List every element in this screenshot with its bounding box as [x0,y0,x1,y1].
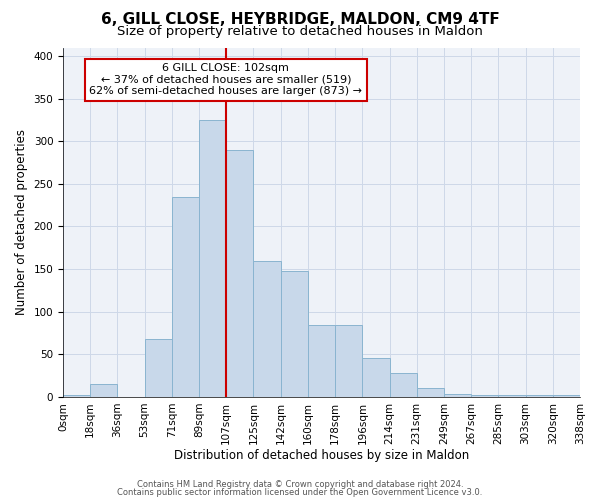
Bar [281,271,308,397]
Bar [389,373,417,397]
Y-axis label: Number of detached properties: Number of detached properties [15,129,28,315]
Bar [253,260,281,397]
Bar [145,339,172,397]
Bar [335,324,362,397]
X-axis label: Distribution of detached houses by size in Maldon: Distribution of detached houses by size … [174,450,469,462]
Text: 6, GILL CLOSE, HEYBRIDGE, MALDON, CM9 4TF: 6, GILL CLOSE, HEYBRIDGE, MALDON, CM9 4T… [101,12,499,28]
Bar [226,150,253,397]
Bar [444,394,471,397]
Bar [499,396,526,397]
Bar [90,384,118,397]
Text: Contains public sector information licensed under the Open Government Licence v3: Contains public sector information licen… [118,488,482,497]
Bar [172,196,199,397]
Text: Size of property relative to detached houses in Maldon: Size of property relative to detached ho… [117,25,483,38]
Bar [471,396,499,397]
Bar [199,120,226,397]
Bar [526,396,553,397]
Bar [362,358,389,397]
Bar [308,324,335,397]
Text: 6 GILL CLOSE: 102sqm
← 37% of detached houses are smaller (519)
62% of semi-deta: 6 GILL CLOSE: 102sqm ← 37% of detached h… [89,63,362,96]
Text: Contains HM Land Registry data © Crown copyright and database right 2024.: Contains HM Land Registry data © Crown c… [137,480,463,489]
Bar [63,396,90,397]
Bar [553,396,580,397]
Bar [417,388,444,397]
